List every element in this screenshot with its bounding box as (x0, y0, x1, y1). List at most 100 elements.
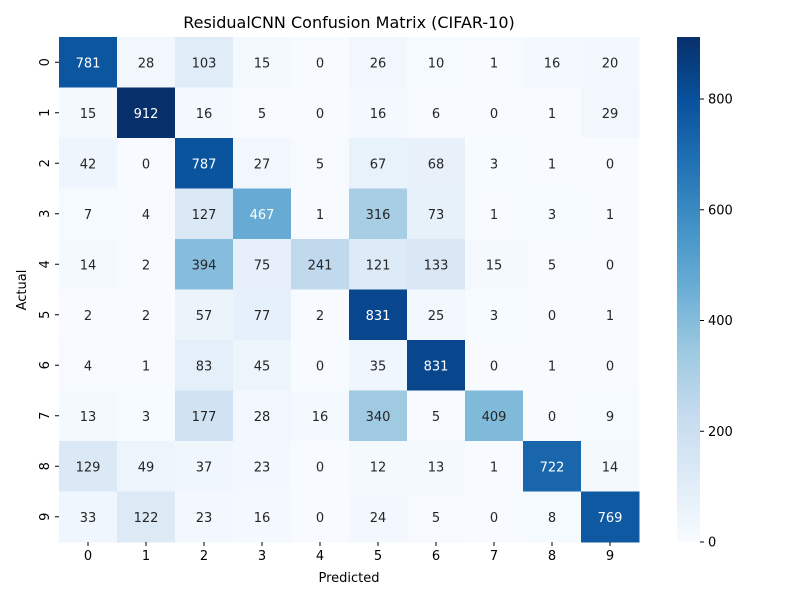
heatmap-cell-r3-c8 (523, 188, 582, 240)
heatmap-cell-r6-c7 (465, 340, 524, 391)
y-tick-label-9: 9 (38, 513, 53, 521)
heatmap-cell-r5-c1 (117, 289, 176, 341)
cell-label-r7-c7: 409 (482, 410, 507, 425)
cell-label-r1-c5: 16 (370, 107, 387, 122)
heatmap-cell-r1-c4 (291, 87, 350, 139)
heatmap-cell-r0-c7 (465, 37, 524, 88)
y-tick-label-2: 2 (38, 159, 53, 167)
cell-label-r1-c7: 0 (490, 107, 498, 122)
cell-label-r6-c2: 83 (196, 359, 213, 374)
x-axis-label: Predicted (318, 571, 379, 586)
heatmap-cell-r8-c9 (581, 441, 640, 492)
cell-label-r0-c1: 28 (138, 56, 155, 71)
heatmap-cell-r9-c8 (523, 491, 582, 543)
cell-label-r9-c7: 0 (490, 511, 498, 526)
heatmap-cell-r6-c5 (349, 340, 408, 391)
cell-label-r0-c8: 16 (544, 56, 561, 71)
cell-label-r7-c4: 16 (312, 410, 329, 425)
heatmap-cell-r6-c2 (175, 340, 234, 391)
cell-label-r8-c9: 14 (602, 460, 619, 475)
cell-label-r5-c3: 77 (254, 309, 271, 324)
cell-label-r1-c8: 1 (548, 107, 556, 122)
cell-label-r2-c5: 67 (370, 157, 387, 172)
y-tick-label-0: 0 (38, 58, 53, 66)
cell-label-r8-c5: 12 (370, 460, 387, 475)
cell-label-r1-c3: 5 (258, 107, 266, 122)
y-tick-label-6: 6 (38, 361, 53, 369)
cell-label-r6-c8: 1 (548, 359, 556, 374)
heatmap-cell-r5-c2 (175, 289, 234, 341)
heatmap-cell-r8-c2 (175, 441, 234, 492)
y-tick-label-1: 1 (38, 109, 53, 117)
cell-label-r1-c9: 29 (602, 107, 619, 122)
cell-label-r4-c2: 394 (192, 258, 217, 273)
heatmap-cell-r2-c7 (465, 138, 524, 189)
x-tick-label-1: 1 (142, 549, 150, 564)
cell-label-r3-c0: 7 (84, 208, 92, 223)
colorbar-tick-label-600: 600 (708, 203, 733, 218)
cell-label-r3-c4: 1 (316, 208, 324, 223)
heatmap-cell-r1-c5 (349, 87, 408, 139)
cell-label-r6-c0: 4 (84, 359, 92, 374)
heatmap-cell-r2-c3 (233, 138, 292, 189)
heatmap-cell-r0-c1 (117, 37, 176, 88)
cell-label-r2-c8: 1 (548, 157, 556, 172)
cell-label-r8-c3: 23 (254, 460, 271, 475)
heatmap-cell-r2-c1 (117, 138, 176, 189)
heatmap-cell-r7-c9 (581, 390, 640, 442)
cell-label-r9-c8: 8 (548, 511, 556, 526)
heatmap-cell-r8-c3 (233, 441, 292, 492)
heatmap-cell-r6-c9 (581, 340, 640, 391)
cell-label-r3-c6: 73 (428, 208, 445, 223)
heatmap-cell-r1-c6 (407, 87, 466, 139)
cell-label-r7-c3: 28 (254, 410, 271, 425)
cell-label-r9-c6: 5 (432, 511, 440, 526)
heatmap-cell-r1-c7 (465, 87, 524, 139)
heatmap-cell-r3-c0 (59, 188, 118, 240)
cell-label-r0-c2: 103 (192, 56, 217, 71)
cell-label-r9-c1: 122 (134, 511, 159, 526)
cell-label-r2-c6: 68 (428, 157, 445, 172)
x-tick-label-4: 4 (316, 549, 324, 564)
cell-label-r5-c7: 3 (490, 309, 498, 324)
heatmap-cell-r2-c5 (349, 138, 408, 189)
heatmap-cell-r5-c7 (465, 289, 524, 341)
heatmap-cell-r7-c6 (407, 390, 466, 442)
heatmap-cell-r7-c2 (175, 390, 234, 442)
heatmap-cell-r0-c6 (407, 37, 466, 88)
cell-label-r2-c1: 0 (142, 157, 150, 172)
cell-label-r4-c9: 0 (606, 258, 614, 273)
heatmap-cell-r2-c8 (523, 138, 582, 189)
heatmap-cell-r7-c5 (349, 390, 408, 442)
cell-label-r8-c7: 1 (490, 460, 498, 475)
colorbar-tick-label-400: 400 (708, 314, 733, 329)
cell-label-r5-c9: 1 (606, 309, 614, 324)
colorbar-tick-label-800: 800 (708, 93, 733, 108)
heatmap-cell-r1-c9 (581, 87, 640, 139)
x-tick-label-7: 7 (490, 549, 498, 564)
heatmap-cell-r3-c3 (233, 188, 292, 240)
cell-label-r0-c4: 0 (316, 56, 324, 71)
cell-label-r2-c2: 787 (192, 157, 217, 172)
cell-label-r8-c2: 37 (196, 460, 213, 475)
heatmap-cell-r0-c4 (291, 37, 350, 88)
cell-label-r8-c4: 0 (316, 460, 324, 475)
heatmap-cell-r7-c0 (59, 390, 118, 442)
heatmap-cell-r3-c7 (465, 188, 524, 240)
heatmap-cell-r8-c8 (523, 441, 582, 492)
heatmap-cell-r7-c1 (117, 390, 176, 442)
heatmap-cell-r5-c8 (523, 289, 582, 341)
cell-label-r8-c1: 49 (138, 460, 155, 475)
heatmap-cell-r9-c1 (117, 491, 176, 543)
cell-label-r4-c7: 15 (486, 258, 503, 273)
cell-label-r5-c1: 2 (142, 309, 150, 324)
y-axis-label: Actual (15, 270, 30, 311)
heatmap-cell-r1-c2 (175, 87, 234, 139)
cell-label-r4-c0: 14 (80, 258, 97, 273)
cell-label-r4-c5: 121 (366, 258, 391, 273)
cell-label-r0-c3: 15 (254, 56, 271, 71)
cell-label-r4-c6: 133 (424, 258, 449, 273)
heatmap-cell-r2-c4 (291, 138, 350, 189)
cell-label-r5-c4: 2 (316, 309, 324, 324)
